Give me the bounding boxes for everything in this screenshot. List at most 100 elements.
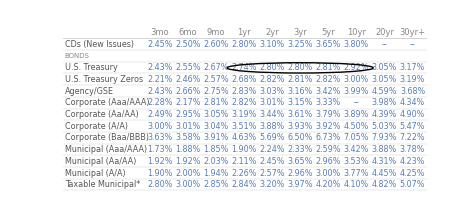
Text: 4.31%: 4.31% [372,157,397,166]
Text: 7.05%: 7.05% [344,134,369,143]
Text: 2.74%: 2.74% [231,63,257,72]
Text: 4.25%: 4.25% [400,169,425,178]
Text: 3.88%: 3.88% [372,145,397,154]
Text: 4.90%: 4.90% [400,110,425,119]
Text: U.S. Treasury: U.S. Treasury [65,63,118,72]
Text: CDs (New Issues): CDs (New Issues) [65,40,134,49]
Text: 4.39%: 4.39% [372,110,397,119]
Text: 1.92%: 1.92% [175,157,201,166]
Text: 3yr: 3yr [293,28,307,37]
Text: 3.03%: 3.03% [259,87,285,96]
Text: 3.00%: 3.00% [316,169,341,178]
Text: 1yr: 1yr [237,28,251,37]
Text: Corporate (Aaa/AAA): Corporate (Aaa/AAA) [65,98,149,107]
Text: 3.10%: 3.10% [259,40,285,49]
Text: 3.89%: 3.89% [344,110,369,119]
Text: Municipal (Aaa/AAA): Municipal (Aaa/AAA) [65,145,147,154]
Text: 2.82%: 2.82% [316,75,341,84]
Text: 3.92%: 3.92% [316,122,341,131]
Text: 2.80%: 2.80% [259,63,285,72]
Text: 20yr: 20yr [375,28,394,37]
Text: 3.88%: 3.88% [259,122,285,131]
Text: 3.65%: 3.65% [316,40,341,49]
Text: 2yr: 2yr [265,28,279,37]
Text: Corporate (A/A): Corporate (A/A) [65,122,128,131]
Text: 6.73%: 6.73% [316,134,341,143]
Text: 1.90%: 1.90% [147,169,173,178]
Text: 3.79%: 3.79% [316,110,341,119]
Text: 2.83%: 2.83% [231,87,256,96]
Text: 3.80%: 3.80% [344,40,369,49]
Text: Corporate (Aa/AA): Corporate (Aa/AA) [65,110,138,119]
Text: 3.51%: 3.51% [231,122,256,131]
Text: 2.82%: 2.82% [231,98,257,107]
Text: 4.34%: 4.34% [400,98,425,107]
Text: 1.85%: 1.85% [203,145,228,154]
Text: 5yr: 5yr [321,28,335,37]
Text: 2.17%: 2.17% [175,98,201,107]
Text: 5.03%: 5.03% [372,122,397,131]
Text: 3.15%: 3.15% [287,98,313,107]
Text: 3.58%: 3.58% [175,134,201,143]
Text: 4.10%: 4.10% [344,180,369,189]
Text: 5.69%: 5.69% [259,134,285,143]
Text: 5.47%: 5.47% [400,122,425,131]
Text: 4.82%: 4.82% [372,180,397,189]
Text: 3.65%: 3.65% [287,157,313,166]
Text: 2.00%: 2.00% [175,169,201,178]
Text: 2.33%: 2.33% [287,145,313,154]
Text: 4.59%: 4.59% [372,87,397,96]
Text: 2.80%: 2.80% [147,180,173,189]
Text: 3.25%: 3.25% [287,40,313,49]
Text: 4.45%: 4.45% [372,169,397,178]
Text: Corporate (Baa/BBB): Corporate (Baa/BBB) [65,134,149,143]
Text: --: -- [382,40,387,49]
Text: 3.91%: 3.91% [203,134,228,143]
Text: 3.05%: 3.05% [203,110,228,119]
Text: 2.66%: 2.66% [175,87,201,96]
Text: 3.53%: 3.53% [344,157,369,166]
Text: 3.01%: 3.01% [259,98,285,107]
Text: 2.68%: 2.68% [231,75,256,84]
Text: 3.44%: 3.44% [259,110,285,119]
Text: 2.92%: 2.92% [344,63,369,72]
Text: 2.85%: 2.85% [203,180,228,189]
Text: 2.60%: 2.60% [203,40,228,49]
Text: 2.28%: 2.28% [147,98,173,107]
Text: 3.00%: 3.00% [344,75,369,84]
Text: 3.16%: 3.16% [288,87,313,96]
Text: 4.63%: 4.63% [231,134,256,143]
Text: 2.57%: 2.57% [203,75,228,84]
Text: 3.61%: 3.61% [288,110,313,119]
Text: 1.90%: 1.90% [231,145,256,154]
Text: Taxable Municipal*: Taxable Municipal* [65,180,140,189]
Text: 3.19%: 3.19% [231,110,256,119]
Text: 2.96%: 2.96% [287,169,313,178]
Text: U.S. Treasury Zeros: U.S. Treasury Zeros [65,75,143,84]
Text: 2.96%: 2.96% [316,157,341,166]
Text: 2.55%: 2.55% [175,63,201,72]
Text: Municipal (A/A): Municipal (A/A) [65,169,126,178]
Text: 5.07%: 5.07% [400,180,425,189]
Text: 4.50%: 4.50% [344,122,369,131]
Text: 3.05%: 3.05% [372,75,397,84]
Text: 2.80%: 2.80% [287,63,313,72]
Text: 2.46%: 2.46% [175,75,201,84]
Text: 2.03%: 2.03% [203,157,228,166]
Text: 6.50%: 6.50% [287,134,313,143]
Text: 3.00%: 3.00% [175,180,201,189]
Text: 2.82%: 2.82% [259,75,285,84]
Text: 2.11%: 2.11% [231,157,256,166]
Text: Municipal (Aa/AA): Municipal (Aa/AA) [65,157,136,166]
Text: 2.24%: 2.24% [259,145,285,154]
Text: 3.00%: 3.00% [147,122,172,131]
Text: 3.97%: 3.97% [287,180,313,189]
Text: 2.84%: 2.84% [231,180,256,189]
Text: 2.81%: 2.81% [316,63,341,72]
Text: 7.93%: 7.93% [372,134,397,143]
Text: 30yr+: 30yr+ [400,28,426,37]
Text: 3mo: 3mo [150,28,169,37]
Text: 1.92%: 1.92% [147,157,173,166]
Text: 1.94%: 1.94% [203,169,228,178]
Text: 2.80%: 2.80% [231,40,256,49]
